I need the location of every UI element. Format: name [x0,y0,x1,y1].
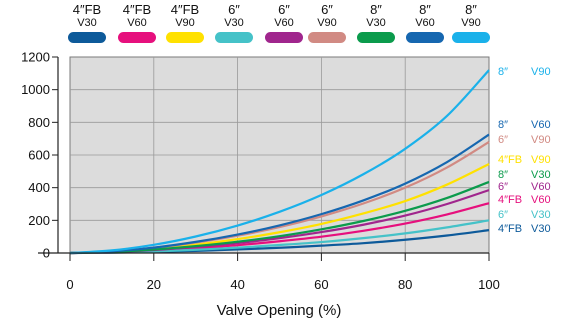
end-label-size: 4″FB [498,223,522,235]
series-end-label: 4″FB V30 [498,223,551,235]
legend: 4″FBV304″FBV604″FBV906″V306″V606″V908″V3… [68,2,490,43]
end-label-type: V60 [531,119,551,131]
end-label-size: 8″ [498,169,508,181]
legend-type-label: V60 [274,17,294,29]
end-label-type: V60 [531,181,551,193]
legend-item: 6″V30 [215,2,253,43]
y-tick-label: 1200 [21,50,50,65]
series-lines [69,69,490,255]
end-label-size: 6″ [498,181,508,193]
y-tick-label: 600 [28,148,50,163]
y-tick-label: 1000 [21,82,50,97]
legend-size-label: 6″ [321,2,333,17]
legend-item: 6″V90 [308,2,346,43]
legend-size-label: 8″ [370,2,382,17]
legend-swatch [357,32,395,43]
series-line-6 [69,180,490,255]
y-tick-label: 400 [28,180,50,195]
legend-item: 6″V60 [265,2,303,43]
end-label-type: V30 [531,223,551,235]
end-label-type: V90 [531,66,551,78]
end-label-size: 4″FB [498,154,522,166]
series-end-label: 8″ V90 [498,66,551,78]
y-tick-label: 200 [28,213,50,228]
legend-swatch [308,32,346,43]
x-axis-title: Valve Opening (%) [217,302,342,319]
legend-type-label: V30 [77,17,97,29]
end-label-size: 8″ [498,119,508,131]
legend-size-label: 4″FB [171,2,199,17]
series-end-label: 6″ V30 [498,209,551,221]
series-end-label: 8″ V30 [498,169,551,181]
legend-type-label: V30 [224,17,244,29]
series-line-8 [69,69,490,255]
y-tick-label: 800 [28,115,50,130]
series-end-label: 4″FB V90 [498,154,551,166]
legend-swatch [118,32,156,43]
end-label-type: V60 [531,194,551,206]
legend-size-label: 6″ [278,2,290,17]
tick-labels: 0 200 400 600 800 1000 1200 0 20 40 60 80 100 [21,50,500,293]
x-tick-label: 20 [147,277,161,292]
end-label-size: 6″ [498,134,508,146]
series-end-label: 6″ V60 [498,181,551,193]
x-tick-label: 40 [230,277,244,292]
end-label-type: V30 [531,169,551,181]
legend-swatch [215,32,253,43]
end-label-size: 6″ [498,209,508,221]
series-end-label: 4″FB V60 [498,194,551,206]
series-line-7 [69,133,490,255]
end-label-size: 4″FB [498,194,522,206]
legend-swatch [265,32,303,43]
x-tick-label: 100 [478,277,500,292]
legend-type-label: V60 [415,17,435,29]
end-label-size: 8″ [498,66,508,78]
legend-swatch [452,32,490,43]
legend-type-label: V90 [317,17,337,29]
end-label-type: V90 [531,154,551,166]
series-end-label: 6″ V90 [498,134,551,146]
legend-type-label: V90 [461,17,481,29]
legend-type-label: V90 [175,17,195,29]
legend-size-label: 6″ [228,2,240,17]
y-tick-label: 0 [43,246,50,261]
legend-swatch [166,32,204,43]
gridlines [70,57,489,253]
legend-size-label: 8″ [465,2,477,17]
legend-size-label: 4″FB [123,2,151,17]
legend-type-label: V30 [366,17,386,29]
legend-swatch [406,32,444,43]
legend-type-label: V60 [127,17,147,29]
legend-size-label: 4″FB [73,2,101,17]
end-label-type: V90 [531,134,551,146]
x-tick-label: 60 [314,277,328,292]
legend-item: 8″V90 [452,2,490,43]
axes [38,56,490,261]
legend-item: 8″V30 [357,2,395,43]
legend-item: 8″V60 [406,2,444,43]
legend-size-label: 8″ [419,2,431,17]
x-tick-label: 80 [398,277,412,292]
end-label-type: V30 [531,209,551,221]
x-tick-label: 0 [66,277,73,292]
series-end-label: 8″ V60 [498,119,551,131]
legend-swatch [68,32,106,43]
